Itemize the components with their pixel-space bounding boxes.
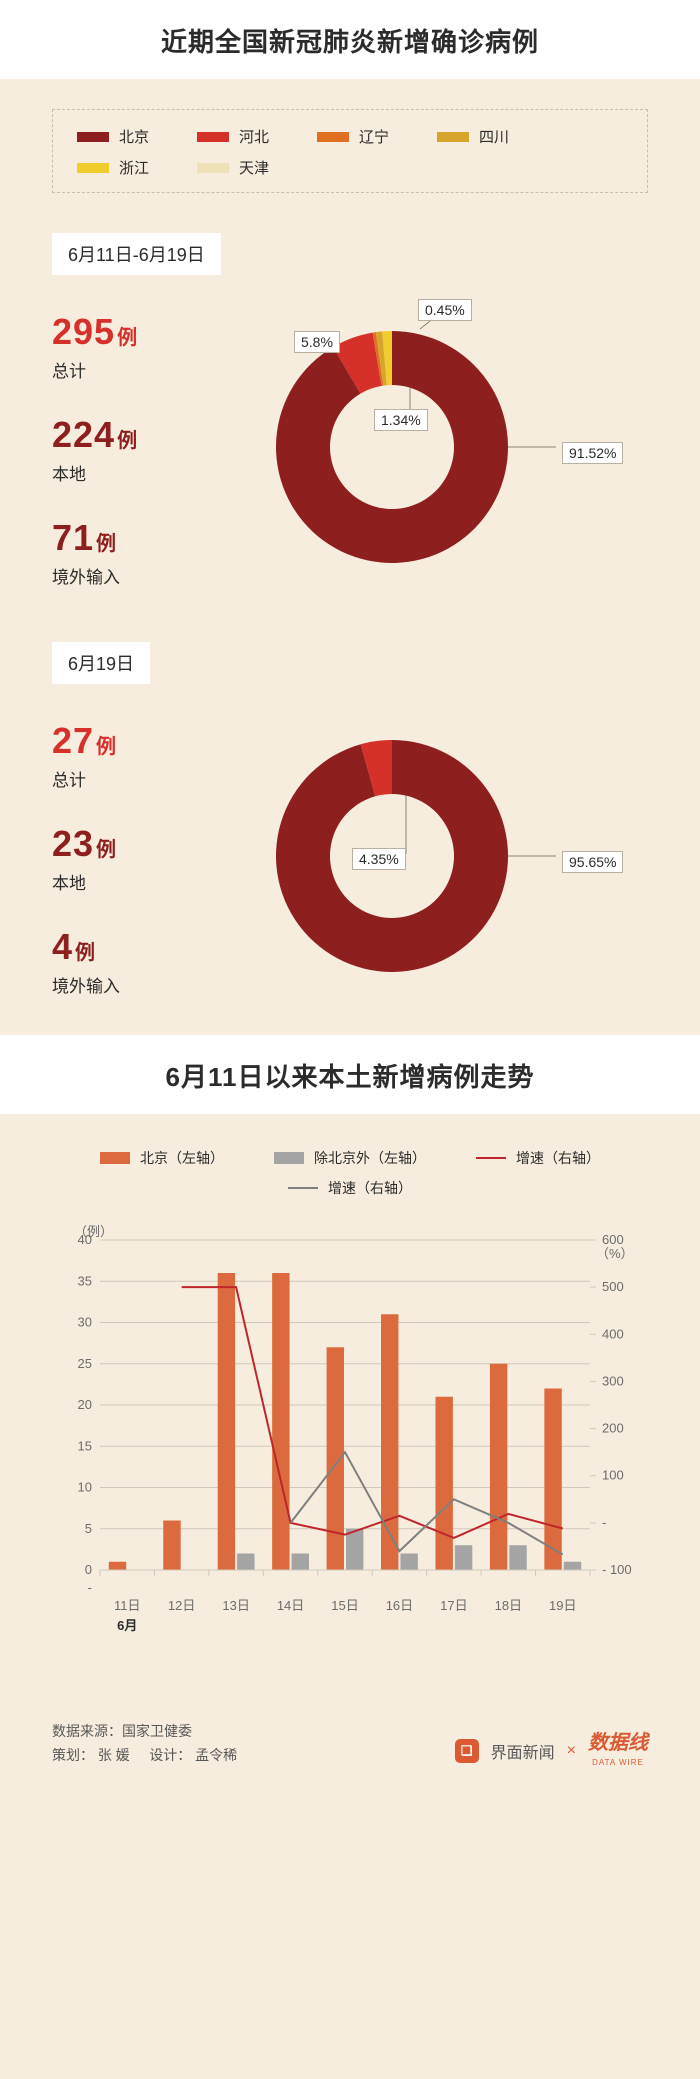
stat-block: 224例本地 xyxy=(52,414,222,485)
stat-block: 295例总计 xyxy=(52,311,222,382)
svg-text:600: 600 xyxy=(602,1232,624,1247)
trend-legend-item: 增速（右轴） xyxy=(476,1148,600,1168)
svg-text:35: 35 xyxy=(78,1273,92,1288)
legend-item: 河北 xyxy=(197,126,269,147)
svg-text:14日: 14日 xyxy=(277,1598,304,1613)
svg-text:12日: 12日 xyxy=(168,1598,195,1613)
trend-legend-item: 除北京外（左轴） xyxy=(274,1148,426,1168)
svg-text:15: 15 xyxy=(78,1438,92,1453)
donut-pct-label: 5.8% xyxy=(294,331,340,353)
stat-block: 71例境外输入 xyxy=(52,517,222,588)
svg-text:-: - xyxy=(602,1515,606,1530)
svg-text:10: 10 xyxy=(78,1480,92,1495)
legend-item: 辽宁 xyxy=(317,126,389,147)
legend-item: 北京 xyxy=(77,126,149,147)
trend-legend: 北京（左轴） 除北京外（左轴） 增速（右轴） 增速（右轴） xyxy=(52,1148,648,1198)
svg-text:500: 500 xyxy=(602,1279,624,1294)
svg-text:30: 30 xyxy=(78,1315,92,1330)
svg-text:13日: 13日 xyxy=(222,1598,249,1613)
svg-text:300: 300 xyxy=(602,1373,624,1388)
svg-text:5: 5 xyxy=(85,1521,92,1536)
donut-chart: 91.52% 5.8% 0.45% 1.34% xyxy=(242,297,648,606)
svg-text:200: 200 xyxy=(602,1421,624,1436)
donut-chart: 95.65% 4.35% xyxy=(242,706,648,1015)
svg-text:0: 0 xyxy=(85,1562,92,1577)
page-title: 近期全国新冠肺炎新增确诊病例 xyxy=(0,0,700,79)
date-range-tab: 6月19日 xyxy=(52,642,150,684)
brand-jiemian: 界面新闻 xyxy=(491,1739,555,1763)
svg-text:25: 25 xyxy=(78,1356,92,1371)
legend-item: 天津 xyxy=(197,157,269,178)
stat-block: 23例本地 xyxy=(52,823,222,894)
trend-title: 6月11日以来本土新增病例走势 xyxy=(0,1035,700,1114)
svg-text:- 100: - 100 xyxy=(602,1562,632,1577)
svg-text:16日: 16日 xyxy=(386,1598,413,1613)
footer: 数据来源：国家卫健委 策划： 张 媛 设计： 孟令稀 ❏ 界面新闻 × 数据线 … xyxy=(0,1695,700,1809)
svg-text:18日: 18日 xyxy=(495,1598,522,1613)
design-label: 设计： xyxy=(149,1747,191,1763)
svg-text:17日: 17日 xyxy=(440,1598,467,1613)
design-value: 孟令稀 xyxy=(195,1747,237,1763)
stat-block: 27例总计 xyxy=(52,720,222,791)
region-legend: 北京 河北 辽宁 四川浙江 天津 xyxy=(52,109,648,193)
trend-legend-item: 增速（右轴） xyxy=(288,1178,412,1198)
svg-text:6月: 6月 xyxy=(117,1618,137,1633)
stat-block: 4例境外输入 xyxy=(52,926,222,997)
legend-item: 四川 xyxy=(437,126,509,147)
donut-pct-label: 0.45% xyxy=(418,299,472,321)
trend-chart: 0510152025303540-- 100-10020030040050060… xyxy=(52,1220,648,1665)
svg-text:（例）: （例） xyxy=(74,1224,113,1239)
trend-legend-item: 北京（左轴） xyxy=(100,1148,224,1168)
legend-item: 浙江 xyxy=(77,157,149,178)
svg-text:400: 400 xyxy=(602,1326,624,1341)
svg-text:19日: 19日 xyxy=(549,1598,576,1613)
date-range-tab: 6月11日-6月19日 xyxy=(52,233,221,275)
donut-pct-label: 91.52% xyxy=(562,442,623,464)
data-source: 数据来源：国家卫健委 xyxy=(52,1721,237,1741)
svg-text:20: 20 xyxy=(78,1397,92,1412)
svg-text:15日: 15日 xyxy=(331,1598,358,1613)
svg-text:（%）: （%） xyxy=(596,1246,634,1261)
plan-value: 张 媛 xyxy=(98,1747,130,1763)
brand-icon: ❏ xyxy=(455,1739,479,1763)
brand-datawire: 数据线 xyxy=(588,1732,648,1754)
donut-pct-label: 1.34% xyxy=(374,409,428,431)
svg-text:100: 100 xyxy=(602,1468,624,1483)
donut-pct-label: 95.65% xyxy=(562,851,623,873)
times-icon: × xyxy=(567,1742,576,1760)
brand-sub: DATA WIRE xyxy=(592,1758,644,1767)
plan-label: 策划： xyxy=(52,1747,94,1763)
svg-text:11日: 11日 xyxy=(114,1598,141,1613)
svg-text:-: - xyxy=(88,1580,92,1595)
donut-pct-label: 4.35% xyxy=(352,848,406,870)
